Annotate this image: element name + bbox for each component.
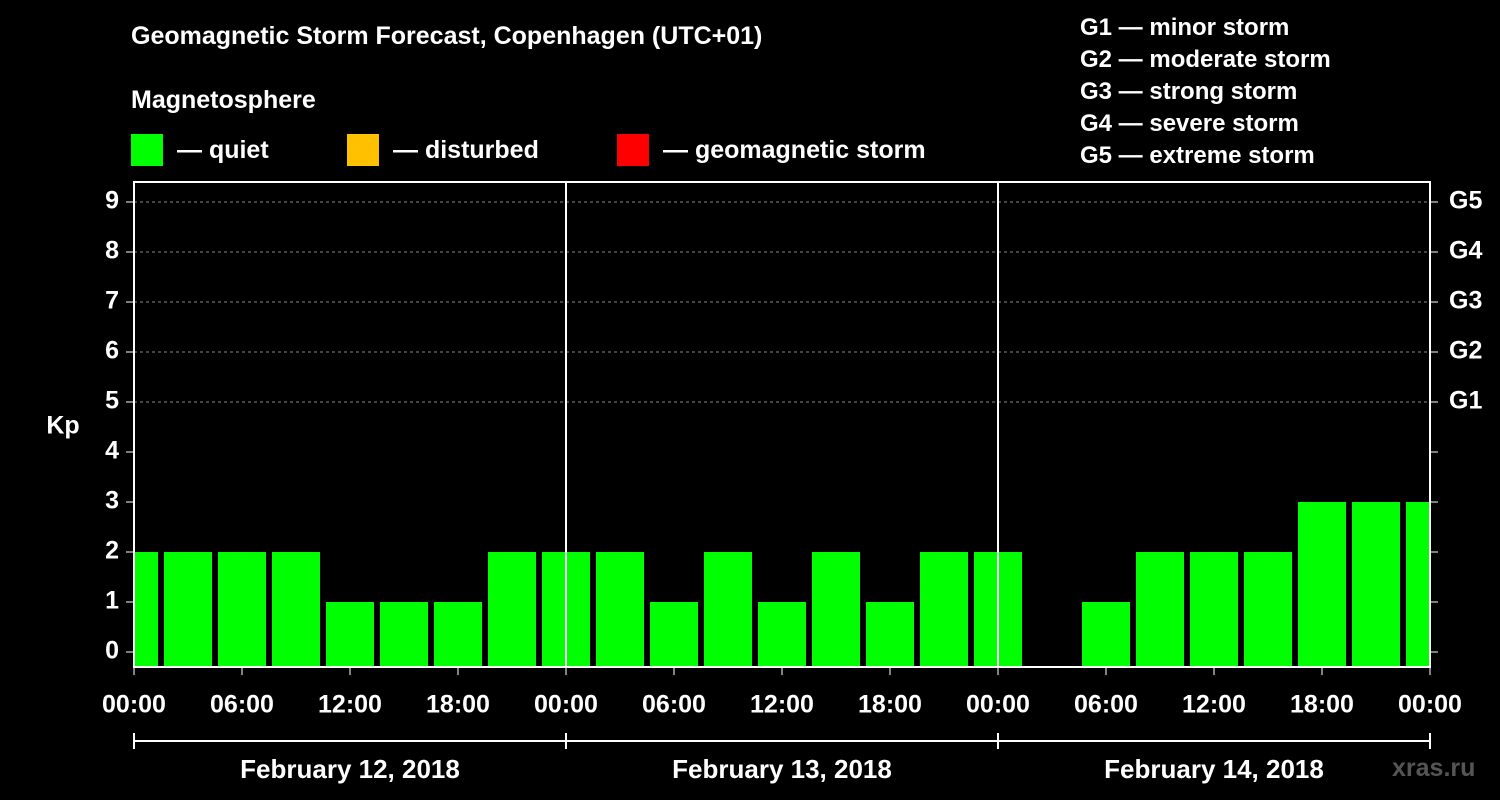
storm-scale-g4: G4 — severe storm (1080, 110, 1299, 137)
storm-scale-legend: G1 — minor storm G2 — moderate storm G3 … (1080, 12, 1331, 172)
y-tick-label-0: 0 (105, 637, 119, 665)
legend-disturbed: — disturbed (347, 133, 539, 167)
kp-bar-14 (866, 602, 914, 667)
x-tick-label-8: 00:00 (966, 691, 1030, 719)
kp-bar-20 (1190, 552, 1238, 667)
kp-bar-24 (1406, 502, 1429, 667)
kp-bar-1 (164, 552, 212, 667)
y-tick-label-3: 3 (105, 487, 119, 515)
kp-bar-23 (1352, 502, 1400, 667)
kp-bar-11 (704, 552, 752, 667)
x-tick-label-3: 18:00 (426, 691, 490, 719)
kp-bar-6 (434, 602, 482, 667)
y-tick-label-1: 1 (105, 587, 119, 615)
kp-bar-4 (326, 602, 374, 667)
kp-bar-18 (1082, 602, 1130, 667)
y-tick-label-6: 6 (105, 337, 119, 365)
date-label-2: February 14, 2018 (1104, 754, 1324, 784)
kp-bar-12 (758, 602, 806, 667)
x-tick-label-5: 06:00 (642, 691, 706, 719)
legend-storm-label: — geomagnetic storm (663, 135, 926, 164)
x-tick-label-7: 18:00 (858, 691, 922, 719)
kp-bar-21 (1244, 552, 1292, 667)
date-label-0: February 12, 2018 (240, 754, 460, 784)
kp-bar-0 (135, 552, 158, 667)
legend-disturbed-label: — disturbed (393, 135, 539, 164)
legend-storm: — geomagnetic storm (617, 133, 926, 167)
right-tick-label-G3: G3 (1449, 287, 1482, 315)
legend-quiet-swatch (131, 134, 163, 166)
x-tick-label-9: 06:00 (1074, 691, 1138, 719)
x-tick-label-11: 18:00 (1290, 691, 1354, 719)
watermark: xras.ru (1392, 754, 1476, 782)
storm-scale-g1: G1 — minor storm (1080, 14, 1290, 41)
x-tick-label-12: 00:00 (1398, 691, 1462, 719)
magnetosphere-heading: Magnetosphere (131, 86, 316, 114)
kp-bar-15 (920, 552, 968, 667)
kp-bar-5 (380, 602, 428, 667)
kp-bar-19 (1136, 552, 1184, 667)
storm-scale-g2: G2 — moderate storm (1080, 46, 1331, 73)
kp-bar-10 (650, 602, 698, 667)
x-tick-label-6: 12:00 (750, 691, 814, 719)
kp-bar-13 (812, 552, 860, 667)
storm-scale-g3: G3 — strong storm (1080, 78, 1298, 105)
kp-bar-7 (488, 552, 536, 667)
right-tick-label-G1: G1 (1449, 387, 1482, 415)
x-tick-label-10: 12:00 (1182, 691, 1246, 719)
right-tick-label-G2: G2 (1449, 337, 1482, 365)
x-tick-label-4: 00:00 (534, 691, 598, 719)
x-tick-label-0: 00:00 (102, 691, 166, 719)
legend-disturbed-swatch (347, 134, 379, 166)
x-tick-label-2: 12:00 (318, 691, 382, 719)
y-tick-label-9: 9 (105, 187, 119, 215)
y-tick-label-2: 2 (105, 537, 119, 565)
storm-scale-g5: G5 — extreme storm (1080, 142, 1315, 169)
right-tick-label-G4: G4 (1449, 237, 1482, 265)
y-tick-label-7: 7 (105, 287, 119, 315)
kp-bar-3 (272, 552, 320, 667)
x-tick-label-1: 06:00 (210, 691, 274, 719)
y-tick-label-4: 4 (105, 437, 119, 465)
right-tick-label-G5: G5 (1449, 187, 1482, 215)
legend-quiet: — quiet (131, 133, 269, 167)
y-axis-label: Kp (46, 412, 79, 440)
kp-bar-9 (596, 552, 644, 667)
date-label-1: February 13, 2018 (672, 754, 892, 784)
kp-bar-2 (218, 552, 266, 667)
kp-bar-22 (1298, 502, 1346, 667)
y-tick-label-5: 5 (105, 387, 119, 415)
legend-quiet-label: — quiet (177, 135, 269, 164)
legend-storm-swatch (617, 134, 649, 166)
chart-title: Geomagnetic Storm Forecast, Copenhagen (… (131, 22, 763, 50)
y-tick-label-8: 8 (105, 237, 119, 265)
